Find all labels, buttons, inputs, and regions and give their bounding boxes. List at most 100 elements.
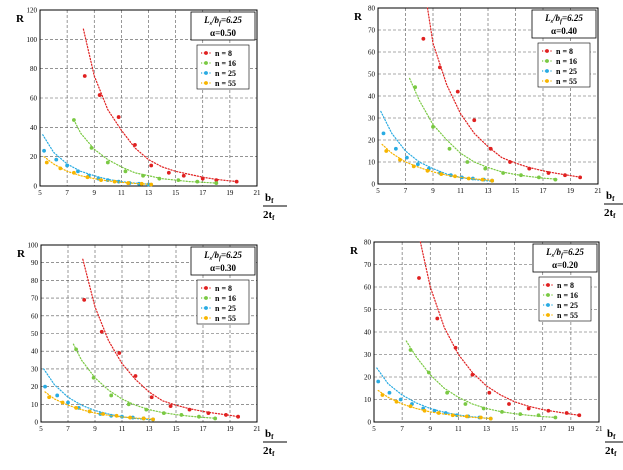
data-point-n16 [157,176,162,181]
ratio-value: =6.25 [221,250,242,260]
legend-label-n25: n = 25 [557,301,578,310]
y-axis-label: R [16,13,25,25]
data-point-n8 [181,173,186,178]
ratio-sub-1: s [551,253,555,259]
y-tick-label: 10 [31,401,39,409]
series-n55 [43,156,154,187]
y-tick-label: 40 [368,93,376,101]
data-point-n55 [466,176,471,181]
data-point-n16 [431,124,435,129]
data-point-n16 [105,160,110,165]
x-axis-label-denominator: 2tf [605,445,617,458]
axes-frame [377,7,599,185]
series-n16 [72,118,219,185]
data-point-n16 [483,166,488,171]
data-point-n8 [168,404,173,408]
x-label-bottom-sub: f [614,450,617,458]
data-point-n8 [526,406,531,411]
ratio-sub-2: f [219,21,222,27]
x-tick-label: 15 [511,425,519,433]
data-point-n55 [44,160,49,165]
legend-label-n16: n = 16 [557,291,578,300]
series-n55 [377,389,493,421]
data-point-n25 [393,146,398,151]
y-tick-label: 90 [31,259,39,267]
legend-label-n55: n = 55 [556,77,577,86]
y-tick-label: 0 [34,183,38,191]
y-tick-label: 80 [30,65,38,73]
y-tick-label: 80 [364,239,372,247]
data-point-n8 [117,351,122,355]
y-tick-label: 0 [368,419,372,427]
y-tick-label: 60 [30,95,38,103]
x-tick-label: 11 [119,425,126,433]
trend-line-n55 [43,156,150,185]
data-point-n8 [577,413,582,418]
x-tick-label: 9 [429,425,433,433]
data-point-n16 [126,402,131,407]
data-point-n8 [527,166,532,171]
x-axis-label-denominator: 2tf [604,207,616,220]
x-tick-label: 19 [226,189,234,197]
data-point-n25 [109,413,114,418]
data-point-n16 [500,409,504,414]
data-point-n8 [116,115,121,119]
y-tick-label: 40 [31,348,39,356]
legend-marker-n25 [545,69,549,73]
ratio-sub-2: f [219,256,222,262]
data-point-n8 [166,170,171,175]
data-point-n8 [82,297,87,302]
legend-marker-n25 [546,303,550,307]
x-tick-label: 5 [376,187,380,195]
trend-line-n8 [426,7,583,178]
data-point-n16 [197,414,201,419]
parameter-box [190,11,256,41]
data-point-n55 [408,404,413,409]
data-point-n16 [161,411,166,416]
legend-marker-n8 [204,51,208,55]
parameter-alpha: α=0.20 [552,260,578,270]
y-tick-label: 60 [31,312,39,320]
legend: n = 8n = 16n = 25n = 55 [538,276,592,322]
chart-panel-1: 5 7 9 11 13 15 17 19 21020406080100120Rbf2tfLs/b… [16,7,287,222]
data-point-n55 [47,395,51,400]
parameter-ratio: Ls/bf=6.25 [545,247,584,259]
data-point-n55 [450,413,455,418]
x-tick-label: 19 [567,425,575,433]
data-point-n16 [536,413,541,418]
x-tick-label: 9 [93,425,97,433]
x-label-bottom-sub: f [613,212,616,220]
y-tick-label: 60 [368,49,376,57]
data-point-n16 [481,406,486,411]
x-tick-label: 17 [540,187,548,195]
ratio-mid: /b [553,247,562,257]
data-point-n16 [553,415,558,420]
legend-label-n8: n = 8 [557,281,574,290]
trend-line-n25 [43,368,155,421]
data-point-n55 [436,411,441,415]
x-axis-label-denominator: 2tf [263,209,275,222]
data-point-n16 [213,416,218,421]
y-tick-label: 50 [31,330,39,338]
x-tick-label: 13 [485,187,493,195]
series-n16 [72,343,218,421]
ratio-value: =6.25 [563,247,584,257]
data-point-n55 [425,168,430,173]
legend-marker-n16 [204,296,208,300]
data-point-n55 [380,393,385,397]
x-tick-label: 17 [200,425,208,433]
x-tick-label: 17 [199,189,207,197]
ratio-label: L [203,250,210,260]
ratio-sub-1: s [209,256,213,262]
x-label-bottom-text: 2t [263,445,273,457]
data-point-n8 [508,160,512,164]
x-tick-label: 19 [227,425,235,433]
data-point-n25 [432,408,437,413]
x-label-bottom-sub: f [272,450,275,458]
data-point-n8 [564,411,569,415]
data-point-n55 [72,170,76,175]
y-tick-label: 80 [368,5,376,13]
data-point-n8 [435,316,440,321]
y-tick-label: 30 [368,115,376,123]
ratio-label: L [203,15,210,25]
